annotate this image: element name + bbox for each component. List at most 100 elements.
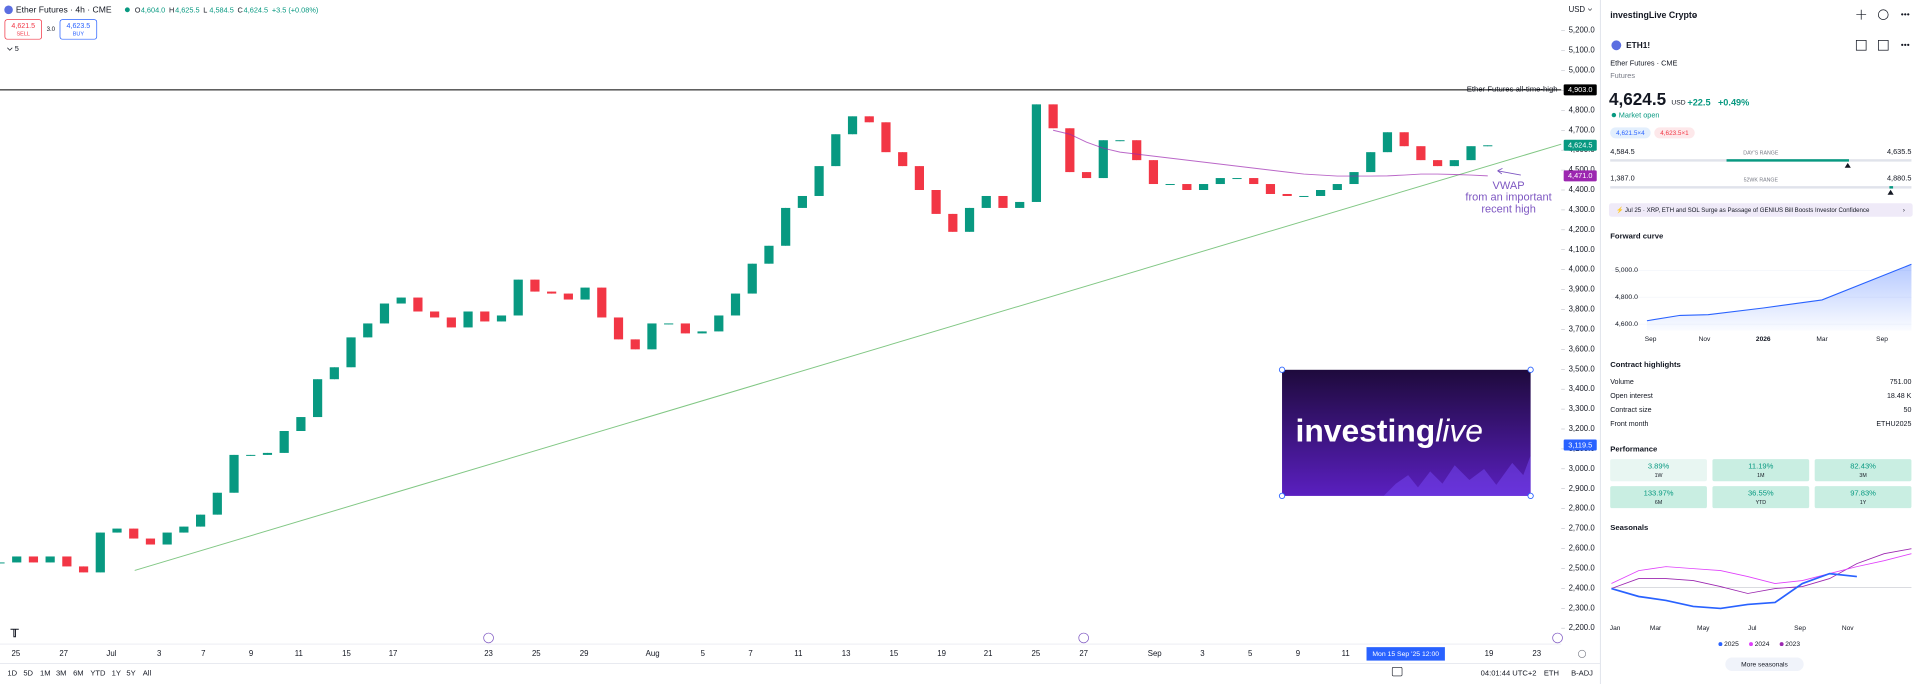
x-tick-label: Jul [1748, 625, 1757, 632]
ohlc-key: L [203, 5, 207, 14]
y-tick-label: 3,900.0 [1569, 285, 1596, 294]
range-button[interactable]: 6M [73, 668, 84, 677]
y-tick-label: 2,900.0 [1569, 484, 1596, 493]
x-tick-label: 25 [1032, 649, 1041, 658]
y-tick-label: 3,400.0 [1569, 384, 1596, 393]
vwap-line [1053, 129, 1488, 177]
more-button[interactable] [1725, 657, 1804, 672]
section-title: Forward curve [1610, 231, 1664, 240]
candle [279, 430, 289, 453]
day-range-pointer [1844, 162, 1851, 168]
handle[interactable] [1527, 492, 1534, 500]
status-dot [1611, 112, 1617, 118]
candle [914, 166, 924, 191]
clock: 04:01:44 UTC+2 [1481, 668, 1537, 677]
candle [998, 195, 1008, 208]
performance-cell[interactable] [1610, 459, 1707, 482]
y-tick-label: 4,800.0 [1615, 294, 1638, 301]
price-tag [1563, 170, 1597, 182]
range-button[interactable]: 5Y [126, 668, 135, 677]
performance-cell[interactable] [1712, 459, 1810, 482]
ohlc: O 4,604.0 H 4,625.5 L 4,584.5 C 4,624.5 +3.5 (+0… [135, 5, 319, 14]
range-button[interactable]: 3M [56, 668, 67, 677]
news-icon: ⚡ [1616, 206, 1624, 214]
edit-icon[interactable] [1878, 40, 1889, 51]
grid-icon[interactable] [1855, 40, 1867, 51]
performance-value: 36.55% [1748, 488, 1774, 497]
candle [1382, 132, 1393, 153]
adjust[interactable]: B-ADJ [1571, 668, 1593, 677]
handle[interactable] [1527, 366, 1534, 373]
more-icon[interactable]: ••• [1901, 9, 1910, 19]
more-label[interactable]: More seasonals [1741, 661, 1788, 668]
add-icon[interactable] [1856, 9, 1867, 20]
range-button[interactable]: YTD [90, 668, 106, 677]
candle [112, 528, 122, 533]
x-tick-label: 9 [1296, 649, 1300, 658]
candle [547, 291, 557, 294]
event-marker[interactable] [1552, 632, 1563, 644]
range-button[interactable]: 1D [7, 668, 17, 677]
candle [1483, 145, 1493, 147]
news-box[interactable] [1608, 203, 1913, 217]
day-low: 4,584.5 [1610, 147, 1634, 156]
candle [1282, 193, 1292, 196]
y-tick-label: 2,800.0 [1569, 504, 1596, 513]
clock-icon[interactable] [1878, 9, 1889, 20]
ask-pill [1654, 127, 1695, 139]
handle[interactable] [1278, 492, 1286, 500]
x-tick-label: 7 [748, 649, 752, 658]
buy-button[interactable] [59, 19, 98, 40]
calendar-icon[interactable] [1391, 667, 1403, 677]
candle [714, 315, 724, 332]
range-button[interactable]: 1M [40, 668, 51, 677]
y-tick-label: 4,300.0 [1569, 205, 1596, 214]
performance-cell[interactable] [1712, 486, 1810, 509]
candle [363, 323, 373, 338]
news[interactable]: Jul 25 · XRP, ETH and SOL Surge as Passa… [1625, 207, 1870, 214]
performance-cell[interactable] [1814, 486, 1912, 509]
y-tick-label: 3,800.0 [1569, 305, 1596, 314]
session[interactable]: ETH [1544, 668, 1559, 677]
collapse-icon[interactable] [7, 47, 13, 51]
x-tick-label: 27 [1079, 649, 1088, 658]
performance-value: 3.89% [1648, 462, 1670, 471]
panel-title[interactable]: investingLive Crypto [1610, 10, 1698, 20]
performance-cell[interactable] [1610, 486, 1707, 509]
seasonal-line [1611, 553, 1912, 584]
more-icon[interactable]: ••• [1901, 40, 1910, 50]
tv-logo: 𝕋 [10, 628, 20, 640]
ohlc-value: 4,625.5 [175, 5, 199, 14]
logo-sparkline [1383, 455, 1531, 496]
candle [1065, 128, 1075, 173]
range-button[interactable]: 1Y [112, 668, 121, 677]
event-marker[interactable] [483, 632, 494, 644]
candle [1232, 178, 1242, 180]
ohlc-value: 4,584.5 [209, 5, 233, 14]
y-tick-label: 5,000.0 [1569, 66, 1596, 75]
candle [1265, 184, 1276, 194]
candle [129, 528, 139, 539]
range-button[interactable]: All [143, 668, 152, 677]
performance-period: 6M [1655, 500, 1662, 506]
candle [446, 317, 456, 328]
y-tick-label: 2,200.0 [1569, 623, 1596, 632]
x-tick-label: Mar [1650, 625, 1662, 632]
candle [1048, 104, 1058, 129]
seasonal-line [1611, 572, 1857, 610]
handle[interactable] [1278, 366, 1286, 373]
settings-icon[interactable] [1578, 649, 1587, 658]
contract-label: Volume [1610, 378, 1634, 386]
axis-currency: USD [1569, 5, 1586, 14]
candle [379, 303, 390, 324]
candle [296, 417, 306, 431]
performance-cell[interactable] [1814, 459, 1912, 482]
sell-price: 4,621.5 [11, 22, 35, 30]
x-tick-label: 19 [937, 649, 946, 658]
sell-button[interactable] [4, 19, 42, 40]
event-marker[interactable] [1078, 632, 1089, 644]
candle [1466, 146, 1476, 161]
range-button[interactable]: 5D [23, 668, 33, 677]
candle [847, 116, 858, 135]
